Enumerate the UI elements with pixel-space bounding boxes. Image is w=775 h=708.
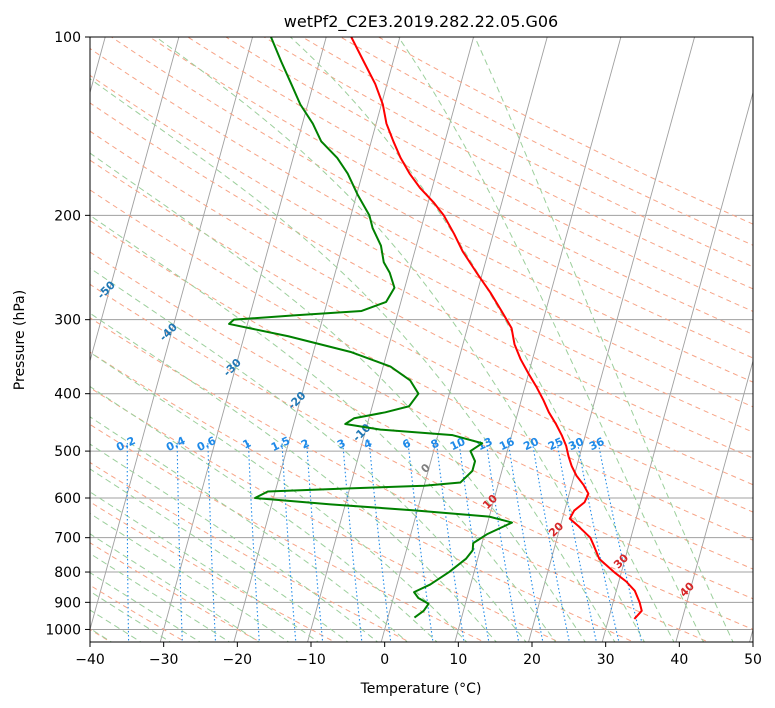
mixing-ratio-label: 16 bbox=[497, 435, 517, 453]
dry-adiabat bbox=[90, 130, 753, 486]
x-tick-label: 20 bbox=[523, 652, 541, 668]
y-tick-label: 600 bbox=[54, 491, 81, 507]
moist-adiabat bbox=[474, 37, 734, 642]
isotherm bbox=[675, 359, 753, 642]
moist-adiabat bbox=[90, 468, 349, 642]
x-tick-label: 50 bbox=[744, 652, 762, 668]
dry-adiabat bbox=[90, 387, 561, 642]
y-tick-label: 400 bbox=[54, 387, 81, 403]
moist-adiabat bbox=[290, 37, 675, 642]
y-tick-label: 700 bbox=[54, 531, 81, 547]
mixing-ratio-line bbox=[507, 440, 544, 642]
mixing-ratio-label: 10 bbox=[448, 435, 468, 453]
moist-adiabat bbox=[90, 78, 616, 642]
mixing-ratio-label: 25 bbox=[546, 435, 565, 453]
moist-adiabat bbox=[90, 572, 201, 642]
x-axis-label: Temperature (°C) bbox=[360, 681, 482, 697]
moist-adiabat bbox=[90, 152, 586, 642]
isotherm bbox=[380, 37, 548, 642]
x-tick-label: −10 bbox=[296, 652, 326, 668]
isotherm bbox=[90, 37, 180, 363]
mixing-ratio-line bbox=[597, 440, 643, 642]
mixing-ratio-label: 36 bbox=[587, 435, 607, 453]
isotherm bbox=[233, 37, 401, 642]
isotherm bbox=[601, 90, 753, 642]
y-tick-label: 900 bbox=[54, 595, 81, 611]
x-tick-label: −40 bbox=[75, 652, 105, 668]
isotherm bbox=[159, 37, 327, 642]
dry-adiabat bbox=[90, 351, 635, 642]
moist-adiabat bbox=[90, 491, 320, 642]
moist-adiabat bbox=[90, 443, 379, 642]
isotherm bbox=[307, 37, 475, 642]
isotherm bbox=[90, 37, 254, 632]
chart-title: wetPf2_C2E3.2019.282.22.05.G06 bbox=[284, 12, 558, 32]
mixing-ratio-label: 13 bbox=[475, 435, 494, 453]
dry-adiabat bbox=[90, 219, 753, 570]
x-tick-label: 30 bbox=[597, 652, 615, 668]
moist-adiabat bbox=[397, 37, 705, 642]
moist-adiabat bbox=[90, 351, 468, 642]
mixing-ratio-line bbox=[531, 440, 570, 642]
mixing-ratio-line bbox=[247, 440, 260, 642]
y-tick-label: 100 bbox=[54, 30, 81, 46]
x-tick-label: −30 bbox=[149, 652, 179, 668]
plot-background bbox=[90, 37, 753, 642]
plot-frame bbox=[89, 36, 754, 643]
dry-adiabat bbox=[90, 251, 753, 600]
isotherm bbox=[454, 37, 622, 642]
mixing-ratio-line bbox=[407, 440, 434, 642]
temperature-profile-line bbox=[350, 37, 643, 620]
mixing-ratio-line bbox=[556, 440, 597, 642]
moist-adiabat bbox=[90, 267, 527, 642]
moist-adiabat bbox=[90, 214, 557, 642]
y-tick-label: 200 bbox=[54, 208, 81, 224]
isotherm bbox=[528, 37, 696, 642]
mixing-ratio-line bbox=[458, 440, 490, 642]
moist-adiabat bbox=[90, 385, 438, 642]
x-tick-label: −20 bbox=[223, 652, 253, 668]
mixing-ratio-label: 30 bbox=[566, 435, 586, 453]
mixing-ratio-line bbox=[306, 440, 324, 642]
dry-adiabat bbox=[90, 74, 753, 433]
y-tick-label: 1000 bbox=[45, 622, 81, 638]
y-tick-label: 300 bbox=[54, 313, 81, 329]
moist-adiabat bbox=[90, 416, 409, 642]
moist-adiabat bbox=[90, 512, 290, 642]
y-tick-label: 800 bbox=[54, 565, 81, 581]
x-tick-label: 0 bbox=[380, 652, 389, 668]
mixing-ratio-line bbox=[485, 440, 520, 642]
mixing-ratio-label: 20 bbox=[521, 435, 541, 453]
dry-adiabat bbox=[90, 283, 753, 630]
dry-adiabat bbox=[90, 423, 486, 642]
dewpoint-profile-line bbox=[228, 37, 513, 619]
x-tick-label: 40 bbox=[670, 652, 688, 668]
moist-adiabat bbox=[90, 552, 231, 642]
dry-adiabat bbox=[110, 37, 753, 383]
mixing-ratio-line bbox=[281, 440, 297, 642]
y-axis-label: Pressure (hPa) bbox=[12, 290, 28, 390]
dry-adiabat bbox=[90, 189, 753, 541]
dry-adiabat bbox=[90, 461, 411, 642]
adiabat-label: -60 bbox=[32, 239, 55, 262]
mixing-ratio-line bbox=[176, 440, 183, 642]
mixing-ratio-line bbox=[207, 440, 217, 642]
dry-adiabat bbox=[90, 584, 187, 642]
mixing-ratio-line bbox=[126, 440, 130, 642]
moist-adiabat bbox=[155, 37, 645, 642]
y-tick-label: 500 bbox=[54, 444, 81, 460]
mixing-ratio-line bbox=[368, 440, 392, 642]
mixing-ratio-line bbox=[435, 440, 465, 642]
x-tick-label: 10 bbox=[449, 652, 467, 668]
moist-adiabat bbox=[90, 533, 260, 642]
dry-adiabat bbox=[225, 37, 753, 312]
